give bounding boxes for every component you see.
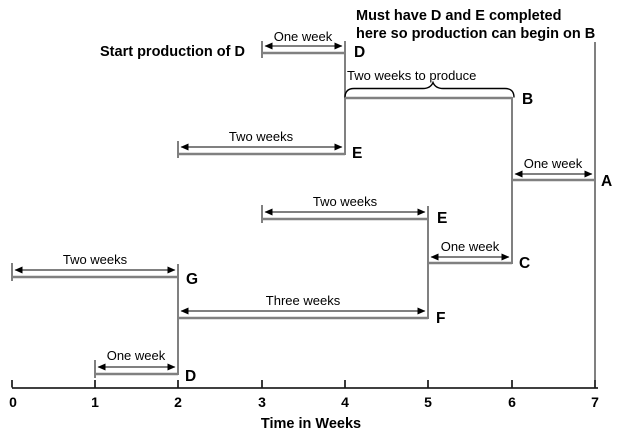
task-row-d-start: Start production of D One week D bbox=[100, 29, 365, 61]
task-b-brace bbox=[344, 80, 515, 98]
task-d-start-duration-label: One week bbox=[274, 29, 333, 44]
axis-tick-label-6: 6 bbox=[508, 394, 516, 410]
task-d-bottom-label: D bbox=[185, 368, 196, 385]
axis-tick-label-1: 1 bbox=[91, 394, 99, 410]
axis-tick-label-0: 0 bbox=[9, 394, 17, 410]
top-note-line2: here so production can begin on B bbox=[356, 26, 595, 42]
time-axis: 0 1 2 3 4 5 6 7 Time in Weeks bbox=[9, 380, 599, 432]
axis-tick-label-7: 7 bbox=[591, 394, 599, 410]
axis-title: Time in Weeks bbox=[261, 416, 361, 432]
task-row-c: One week C bbox=[428, 239, 530, 272]
task-e-mid-label: E bbox=[437, 210, 447, 227]
task-d-bottom-duration-label: One week bbox=[107, 348, 166, 363]
task-c-label: C bbox=[519, 255, 530, 272]
task-g-label: G bbox=[186, 271, 198, 288]
task-a-label: A bbox=[601, 173, 612, 190]
task-f-label: F bbox=[436, 310, 445, 327]
task-c-duration-label: One week bbox=[441, 239, 500, 254]
task-row-d-bottom: One week D bbox=[94, 348, 196, 385]
task-b-label: B bbox=[522, 91, 533, 108]
task-row-b: Two weeks to produce B bbox=[344, 68, 533, 108]
task-e-upper-label: E bbox=[352, 145, 362, 162]
task-b-duration-label: Two weeks to produce bbox=[347, 68, 476, 83]
axis-tick-label-3: 3 bbox=[258, 394, 266, 410]
task-e-upper-duration-label: Two weeks bbox=[229, 129, 294, 144]
top-note-line1: Must have D and E completed bbox=[356, 8, 561, 24]
task-row-e-upper: Two weeks E bbox=[177, 129, 362, 162]
task-row-a: One week A bbox=[512, 156, 612, 190]
axis-tick-label-5: 5 bbox=[424, 394, 432, 410]
axis-tick-label-4: 4 bbox=[341, 394, 349, 410]
task-row-g: Two weeks G bbox=[11, 252, 198, 288]
task-f-duration-label: Three weeks bbox=[266, 293, 341, 308]
axis-tick-label-2: 2 bbox=[174, 394, 182, 410]
start-production-note: Start production of D bbox=[100, 44, 245, 60]
task-row-e-mid: Two weeks E bbox=[261, 194, 447, 227]
task-d-start-label: D bbox=[354, 44, 365, 61]
task-a-duration-label: One week bbox=[524, 156, 583, 171]
task-row-f: Three weeks F bbox=[178, 293, 445, 327]
task-e-mid-duration-label: Two weeks bbox=[313, 194, 378, 209]
task-g-duration-label: Two weeks bbox=[63, 252, 128, 267]
